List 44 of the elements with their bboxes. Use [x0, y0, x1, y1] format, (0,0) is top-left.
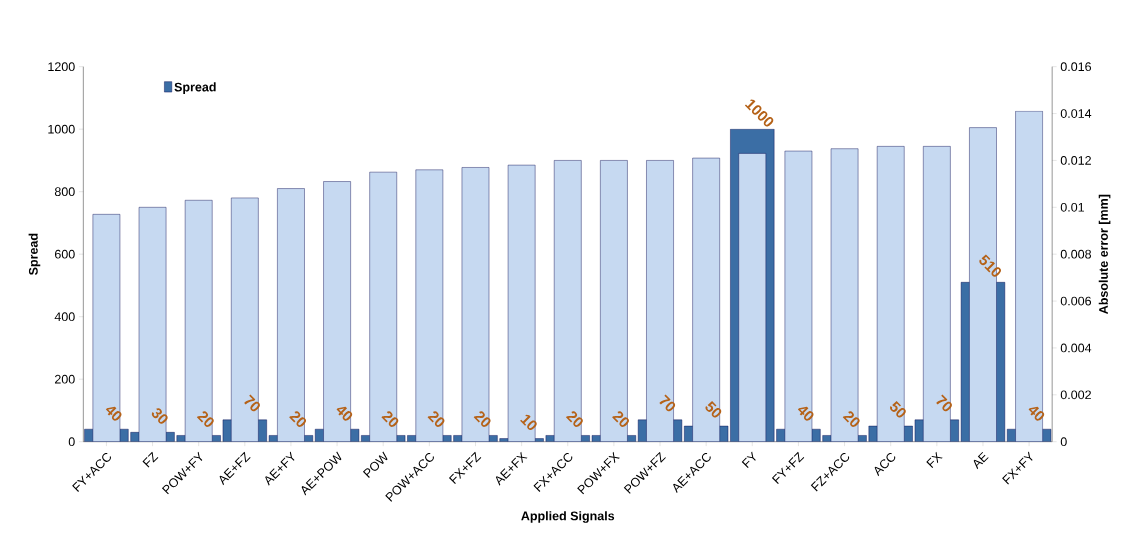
y-tick-label: 0 — [68, 437, 75, 446]
y-tick-label: 600 — [55, 249, 75, 259]
data-label: 20 — [381, 411, 399, 427]
y2-tick-label: 0.01 — [1060, 202, 1085, 212]
data-label: 20 — [473, 411, 491, 427]
x-tick-label: AE — [973, 451, 989, 470]
data-label: 20 — [427, 411, 445, 427]
y2-tick-label: 0.012 — [1060, 155, 1091, 165]
data-label: 20 — [289, 411, 307, 427]
y-tick-label: 1000 — [48, 124, 75, 134]
data-label: 40 — [105, 406, 122, 421]
y2-tick-label: 0.016 — [1060, 62, 1092, 71]
x-axis-title: Applied Signals — [521, 510, 615, 523]
data-label: 20 — [842, 411, 860, 427]
y2-tick-label: 0.004 — [1060, 343, 1092, 353]
y2-tick-label: 0.008 — [1060, 249, 1092, 259]
y-tick-label: 200 — [54, 374, 75, 384]
data-label: 50 — [705, 400, 722, 418]
data-label: 50 — [890, 400, 906, 418]
x-tick-label: FX — [926, 451, 943, 468]
y2-axis-title: Absolute error [mm] — [1098, 194, 1111, 314]
data-label: 40 — [1028, 406, 1045, 421]
x-tick-label: FZ — [142, 451, 159, 468]
data-label: 20 — [612, 411, 629, 427]
y2-tick-label: 0.006 — [1060, 296, 1092, 306]
data-label: 10 — [520, 414, 537, 430]
y-axis-title: Spread — [28, 233, 41, 275]
y-tick-label: 400 — [54, 312, 75, 321]
data-label: 40 — [336, 406, 353, 421]
y-tick-label: 1200 — [48, 62, 75, 71]
data-label: 70 — [936, 394, 952, 412]
data-label: 70 — [244, 394, 260, 412]
x-tick-label: FY — [741, 451, 756, 468]
data-label: 70 — [659, 394, 676, 412]
data-label: 30 — [151, 407, 168, 424]
data-label: 20 — [196, 411, 214, 427]
y2-tick-label: 0.002 — [1060, 390, 1091, 400]
data-label: 40 — [797, 406, 814, 421]
y-tick-label: 800 — [54, 187, 75, 196]
data-label: 20 — [565, 411, 583, 427]
y2-tick-label: 0.014 — [1060, 108, 1092, 118]
data-label: 510 — [979, 254, 1002, 277]
y2-tick-label: 0 — [1060, 437, 1067, 446]
legend-label: Spread — [174, 82, 216, 94]
